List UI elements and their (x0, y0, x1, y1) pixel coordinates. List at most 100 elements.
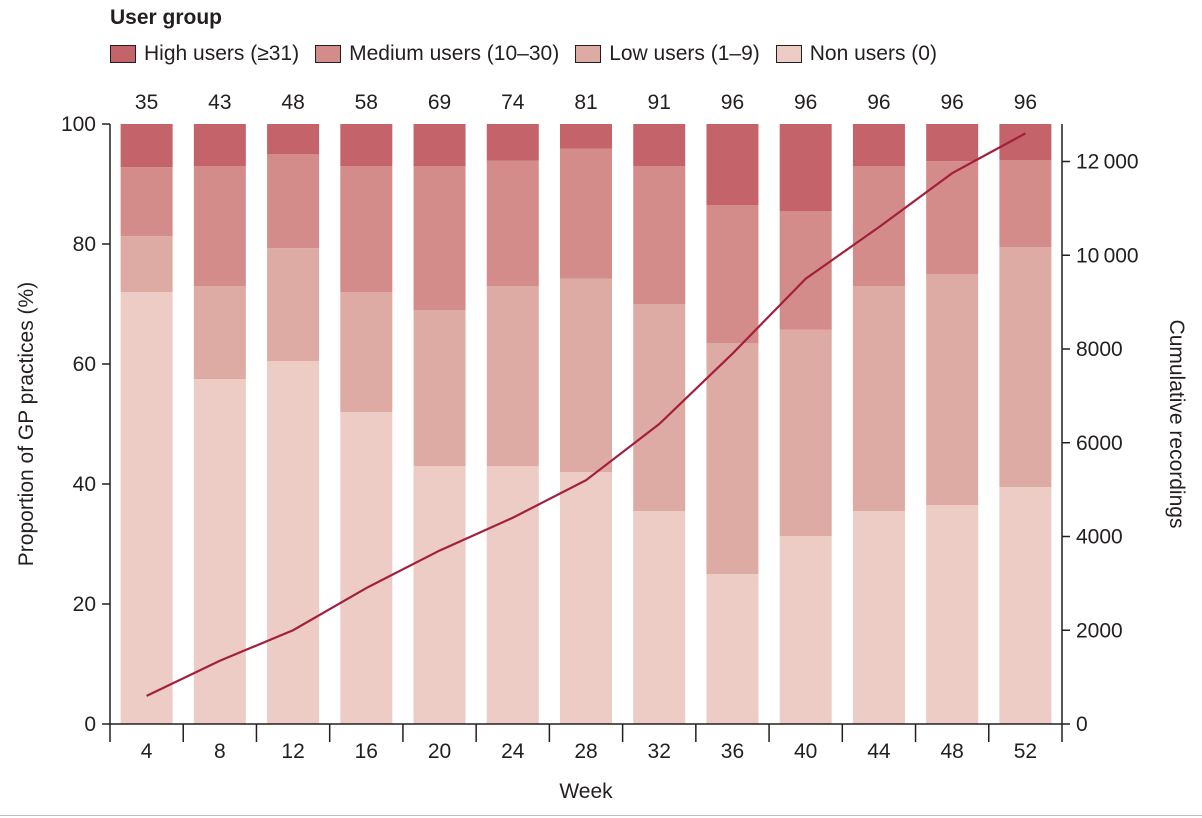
bar-segment (852, 124, 905, 166)
bar-segment (486, 286, 539, 466)
bar-segment (486, 160, 539, 286)
y-tick-label: 20 (73, 593, 96, 616)
bar-top-label: 96 (940, 91, 963, 114)
bar-segment (267, 154, 320, 249)
bar-segment (340, 412, 393, 724)
y2-tick-label: 6000 (1076, 432, 1123, 455)
bar-top-label: 74 (501, 91, 525, 114)
bar-top-label: 96 (1014, 91, 1037, 114)
bar-segment (340, 166, 393, 292)
bar-segment (633, 124, 686, 166)
axes-group: 0 20 40 60 80 100 0 2000 4000 6000 8000 10 000 12 00… (61, 113, 1139, 763)
bar-segment (267, 124, 320, 154)
bar-segment (852, 511, 905, 724)
bar-segment (560, 472, 612, 724)
bar-segment (560, 278, 612, 472)
bar-segment (999, 487, 1052, 724)
bar-top-label: 69 (428, 91, 451, 114)
x-tick-label: 4 (141, 740, 153, 763)
x-tick-label: 52 (1014, 740, 1037, 763)
legend-item: Medium users (10–30) (315, 42, 559, 66)
bar-segment (926, 505, 979, 724)
bar-segment (120, 292, 173, 724)
legend-swatch (575, 45, 602, 63)
y2-tick-label: 12 000 (1076, 151, 1139, 174)
bar-segment (706, 343, 759, 574)
bar-segment (779, 329, 832, 537)
bar-segment (706, 574, 759, 724)
x-tick-label: 32 (648, 740, 671, 763)
legend-item: Non users (0) (775, 42, 937, 66)
bar-top-label: 91 (648, 91, 671, 114)
bar-segment (852, 286, 905, 511)
y2-tick-label: 4000 (1076, 526, 1123, 549)
bar-segment (413, 310, 466, 466)
legend-label: High users (≥31) (144, 42, 300, 65)
y2-axis-label: Cumulative recordings (1165, 320, 1188, 529)
bar-segment (340, 124, 393, 166)
x-tick-label: 20 (428, 740, 451, 763)
legend-item: Low users (1–9) (575, 42, 760, 66)
x-tick-label: 24 (501, 740, 525, 763)
bar-segment (999, 124, 1052, 160)
bar-segment (926, 161, 979, 274)
y2-tick-label: 2000 (1076, 619, 1123, 642)
x-tick-label: 44 (867, 740, 891, 763)
y-tick-label: 60 (73, 353, 96, 376)
y2-tick-label: 0 (1076, 713, 1088, 736)
y-tick-label: 100 (61, 113, 96, 136)
bar-segment (193, 124, 246, 166)
cumulative-line-group (146, 132, 1026, 697)
bar-segment (267, 248, 320, 361)
bar-segment (926, 124, 979, 162)
bar-segment (193, 286, 246, 379)
footer-rule (0, 815, 1202, 816)
legend-title: User group (110, 6, 223, 29)
x-tick-label: 36 (721, 740, 744, 763)
y-tick-label: 80 (73, 233, 96, 256)
legend-label: Medium users (10–30) (349, 42, 560, 65)
bar-segment (413, 166, 466, 310)
legend-swatch (775, 45, 802, 63)
legend-label: Low users (1–9) (609, 42, 760, 65)
bar-segment (706, 205, 759, 343)
legend: High users (≥31) Medium users (10–30) Low … (110, 42, 953, 66)
bar-top-label: 48 (281, 91, 304, 114)
y-tick-label: 0 (84, 713, 96, 736)
bar-top-label: 58 (355, 91, 378, 114)
bar-segment (706, 124, 759, 205)
x-tick-label: 16 (355, 740, 378, 763)
bars-group: 35 43 48 58 69 74 81 91 96 96 96 96 96 (120, 91, 1052, 724)
bar-segment (779, 536, 832, 724)
bar-segment (340, 292, 393, 412)
bar-segment (267, 361, 320, 724)
bar-segment (486, 124, 539, 161)
bar-top-label: 81 (574, 91, 597, 114)
y-axis-label: Proportion of GP practices (%) (15, 282, 38, 566)
bar-segment (779, 124, 832, 211)
bar-segment (120, 236, 173, 292)
bar-segment (999, 247, 1052, 487)
bar-segment (633, 166, 686, 304)
x-axis-label: Week (559, 780, 613, 803)
bar-segment (120, 167, 173, 237)
bar-segment (779, 211, 832, 330)
bar-top-label: 96 (794, 91, 817, 114)
bar-segment (193, 166, 246, 286)
legend-swatch (110, 45, 136, 63)
legend-swatch (315, 45, 342, 63)
cumulative-recordings-line (146, 132, 1026, 697)
bar-segment (413, 466, 466, 724)
x-tick-label: 8 (214, 740, 226, 763)
bar-segment (486, 466, 539, 724)
bar-top-label: 43 (208, 91, 231, 114)
y-tick-label: 40 (73, 473, 96, 496)
bar-segment (633, 511, 686, 724)
bar-segment (999, 160, 1052, 247)
bar-segment (560, 148, 612, 279)
bar-top-label: 96 (867, 91, 890, 114)
bar-segment (560, 124, 612, 149)
x-tick-label: 28 (574, 740, 597, 763)
bar-segment (413, 124, 466, 166)
